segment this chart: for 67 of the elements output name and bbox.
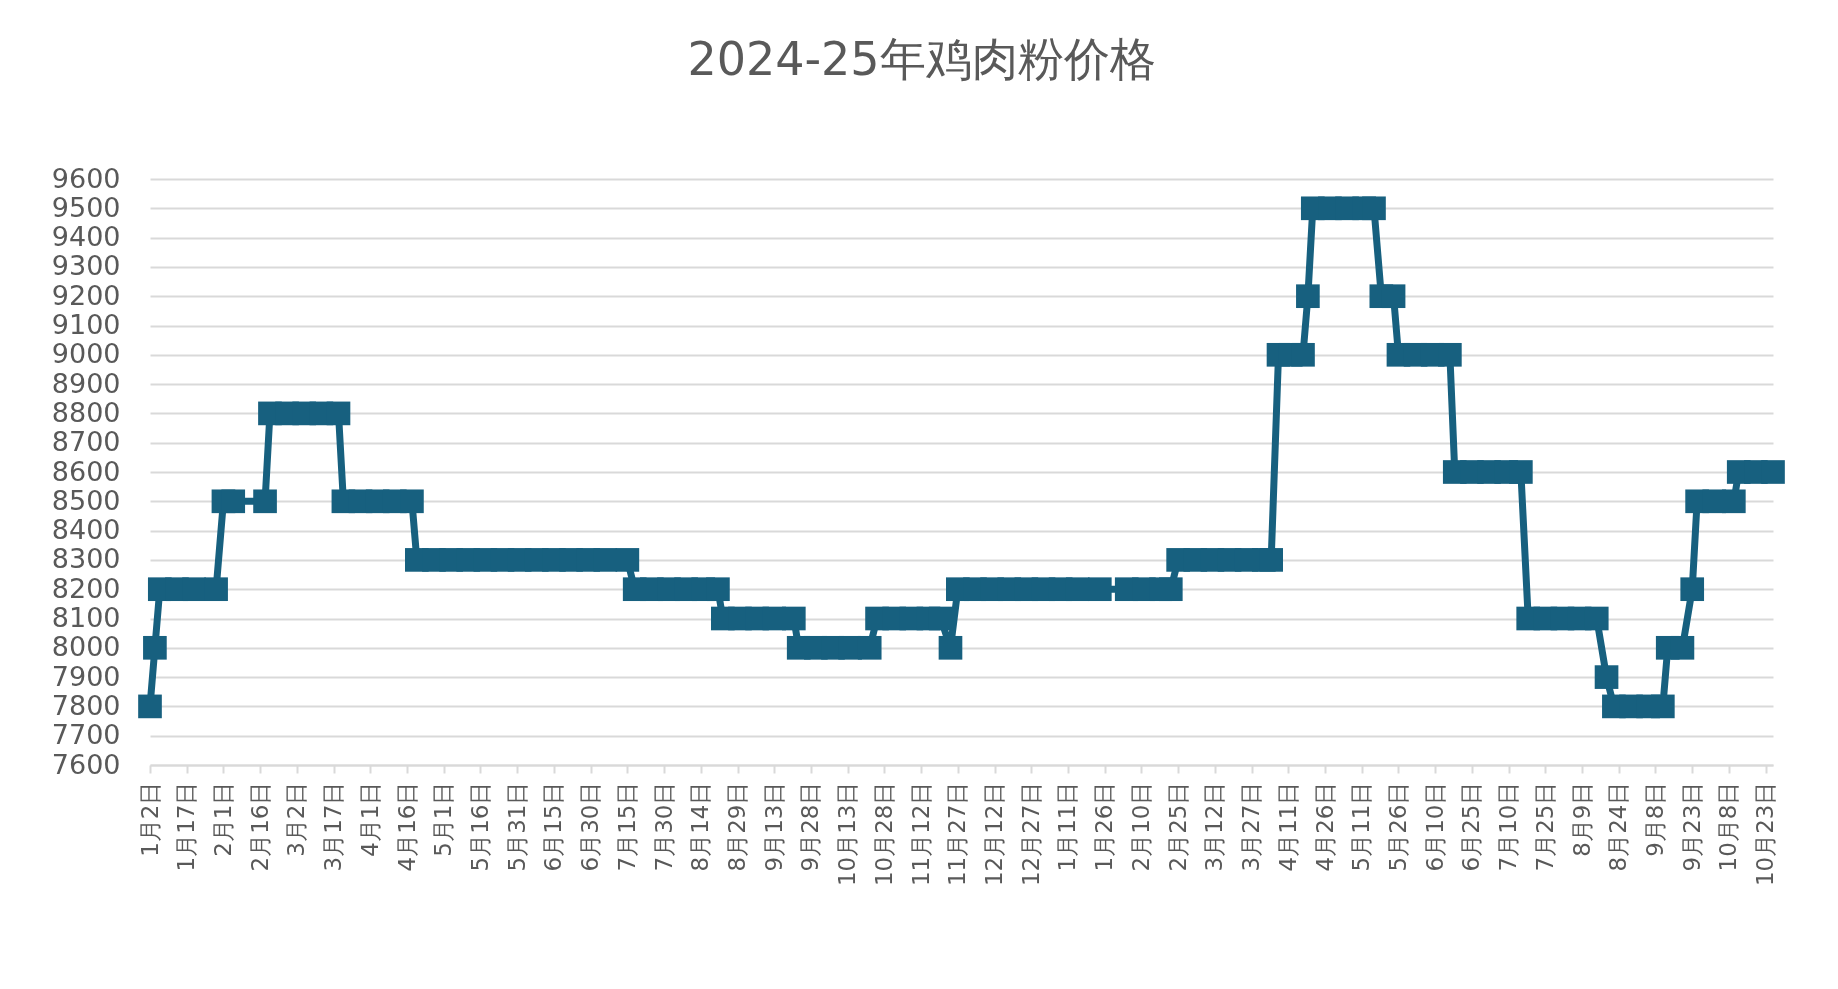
y-tick-label: 8000 <box>51 631 121 663</box>
x-tick-label: 6月15日 <box>540 781 567 872</box>
x-tick-label: 10月8日 <box>1715 781 1742 872</box>
y-tick-label: 8800 <box>51 396 121 428</box>
x-tick-label: 8月9日 <box>1568 781 1595 857</box>
x-tick-label: 2月25日 <box>1164 781 1191 872</box>
x-tick-label: 7月30日 <box>650 781 677 872</box>
x-tick-label: 4月26日 <box>1311 781 1338 872</box>
x-tick-label: 10月23日 <box>1752 781 1779 887</box>
y-tick-label: 8700 <box>51 426 121 458</box>
x-tick-label: 3月2日 <box>283 781 310 857</box>
y-tick-label: 8100 <box>51 602 121 633</box>
x-tick-label: 2月10日 <box>1127 781 1154 872</box>
x-tick-label: 9月23日 <box>1678 781 1705 872</box>
x-tick-label: 3月12日 <box>1201 781 1228 872</box>
x-tick-label: 6月30日 <box>577 781 604 872</box>
y-tick-label: 9000 <box>51 338 121 370</box>
x-tick-label: 10月13日 <box>834 781 861 887</box>
x-tick-label: 5月11日 <box>1348 781 1375 872</box>
x-tick-label: 9月13日 <box>760 781 787 872</box>
y-tick-label: 9200 <box>51 279 121 311</box>
x-tick-label: 7月25日 <box>1531 781 1558 872</box>
x-tick-label: 6月25日 <box>1458 781 1485 872</box>
x-tick-label: 4月11日 <box>1274 781 1301 872</box>
x-tick-label: 7月10日 <box>1495 781 1522 872</box>
x-tick-label: 9月28日 <box>797 781 824 872</box>
x-tick-label: 10月28日 <box>870 781 897 887</box>
y-tick-label: 8600 <box>51 455 121 487</box>
x-tick-label: 2月1日 <box>209 781 236 857</box>
x-tick-label: 8月24日 <box>1605 781 1632 872</box>
y-tick-label: 8200 <box>51 572 121 604</box>
x-tick-label: 11月27日 <box>944 781 971 887</box>
x-tick-label: 3月27日 <box>1238 781 1265 872</box>
x-tick-label: 8月29日 <box>724 781 751 872</box>
x-tick-label: 1月2日 <box>136 781 163 857</box>
x-tick-label: 9月8日 <box>1642 781 1668 857</box>
y-tick-label: 9500 <box>51 191 121 223</box>
y-tick-label: 9600 <box>51 162 121 194</box>
x-tick-label: 3月17日 <box>320 781 347 872</box>
x-tick-label: 2月16日 <box>246 781 273 872</box>
y-tick-label: 8500 <box>51 484 121 516</box>
x-tick-label: 4月16日 <box>393 781 420 872</box>
x-tick-label: 1月11日 <box>1054 781 1081 872</box>
x-tick-label: 1月26日 <box>1091 781 1118 872</box>
y-tick-label: 8400 <box>51 514 121 546</box>
x-tick-label: 8月14日 <box>687 781 714 872</box>
y-tick-label: 9300 <box>51 250 121 282</box>
x-tick-label: 7月15日 <box>613 781 640 872</box>
x-tick-label: 5月1日 <box>430 781 457 857</box>
x-tick-label: 5月26日 <box>1384 781 1411 872</box>
x-tick-label: 6月10日 <box>1421 781 1448 872</box>
y-tick-label: 8900 <box>51 367 121 399</box>
x-tick-label: 11月12日 <box>907 781 934 887</box>
x-tick-label: 12月12日 <box>981 781 1008 887</box>
y-tick-label: 7600 <box>51 748 121 780</box>
y-tick-label: 7800 <box>51 689 121 721</box>
x-tick-label: 4月1日 <box>356 781 383 857</box>
y-tick-label: 9400 <box>51 221 121 253</box>
x-tick-label: 5月16日 <box>466 781 493 872</box>
x-tick-label: 12月27日 <box>1017 781 1044 887</box>
y-tick-label: 7700 <box>51 719 121 751</box>
y-tick-label: 8300 <box>51 543 121 575</box>
x-tick-label: 5月31日 <box>503 781 530 872</box>
chart-title: 2024-25年鸡肉粉价格 <box>687 32 1156 86</box>
x-tick-label: 1月17日 <box>173 781 200 872</box>
y-tick-label: 7900 <box>51 660 121 692</box>
y-tick-label: 9100 <box>51 309 121 340</box>
